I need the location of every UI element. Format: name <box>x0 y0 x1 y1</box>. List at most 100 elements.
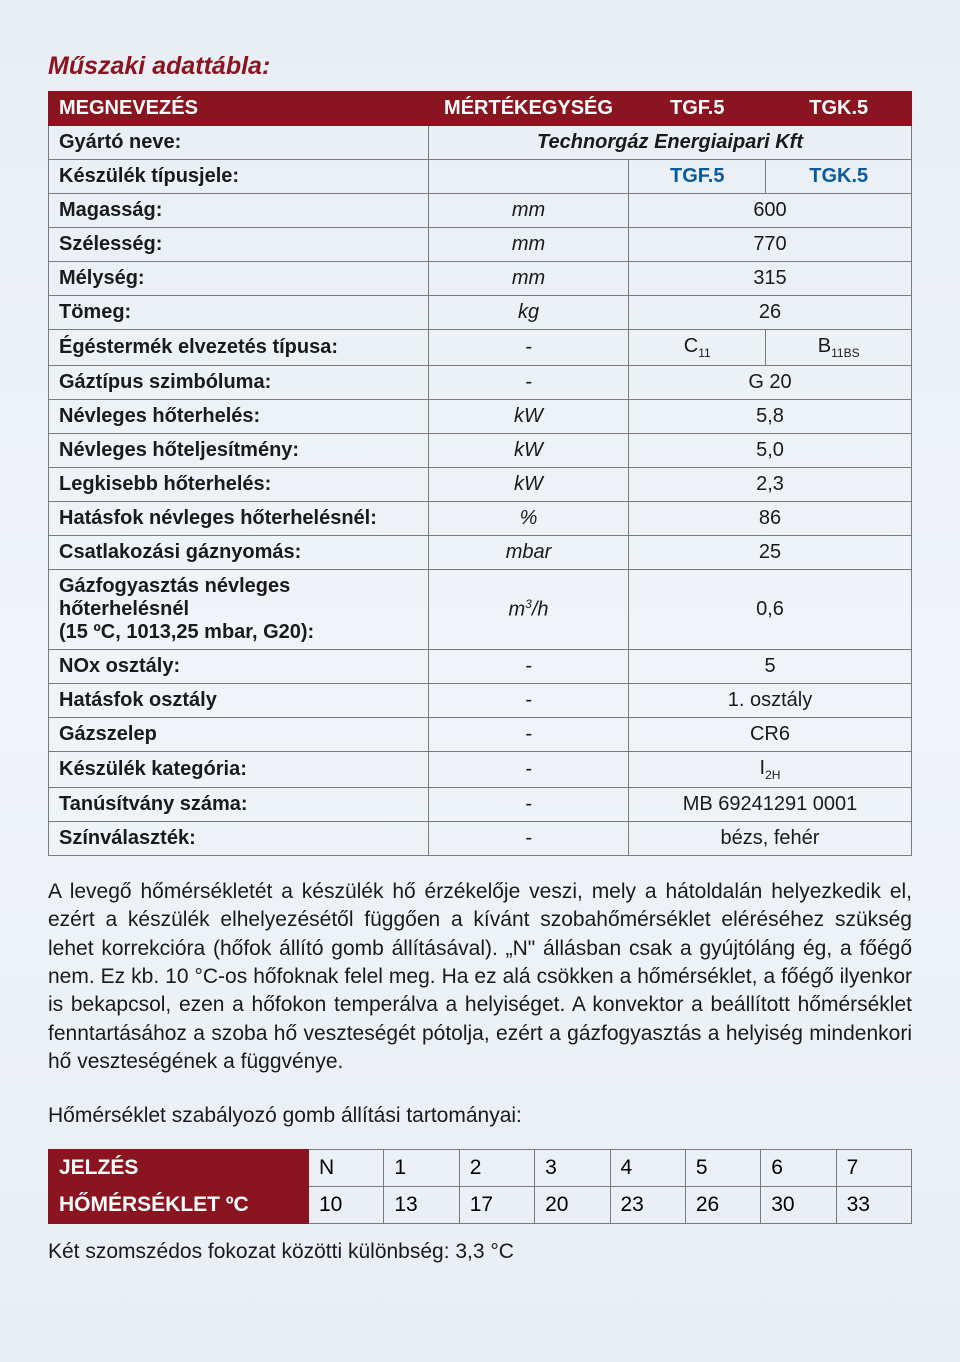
row-value: 600 <box>629 194 912 228</box>
gascons-line2: (15 ºC, 1013,25 mbar, G20): <box>59 621 314 643</box>
table-row: Mélység: mm 315 <box>49 262 912 296</box>
temp-cell: 33 <box>836 1187 911 1224</box>
row-unit <box>429 160 629 194</box>
table-row: Tömeg: kg 26 <box>49 296 912 330</box>
row-unit: - <box>429 684 629 718</box>
mark-cell: 5 <box>685 1150 760 1187</box>
table-row: Névleges hőteljesítmény: kW 5,0 <box>49 434 912 468</box>
row-value: 5 <box>629 650 912 684</box>
table-row: Színválaszték: - bézs, fehér <box>49 822 912 856</box>
table-row: Hatásfok osztály - 1. osztály <box>49 684 912 718</box>
table-header-row: MEGNEVEZÉS MÉRTÉKEGYSÉG TGF.5 TGK.5 <box>49 92 912 126</box>
typecode-tgf: TGF.5 <box>629 160 766 194</box>
row-label: Színválaszték: <box>49 822 429 856</box>
temp-row2-label: HŐMÉRSÉKLET ºC <box>49 1187 309 1224</box>
row-label: Tömeg: <box>49 296 429 330</box>
temp-subheading: Hőmérséklet szabályozó gomb állítási tar… <box>48 1104 912 1128</box>
row-value: 25 <box>629 536 912 570</box>
row-label: Legkisebb hőterhelés: <box>49 468 429 502</box>
table-row: Csatlakozási gáznyomás: mbar 25 <box>49 536 912 570</box>
row-value: 1. osztály <box>629 684 912 718</box>
row-label: Csatlakozási gáznyomás: <box>49 536 429 570</box>
table-row: Gáztípus szimbóluma: - G 20 <box>49 366 912 400</box>
table-row: Hatásfok névleges hőterhelésnél: % 86 <box>49 502 912 536</box>
row-label: Gázszelep <box>49 718 429 752</box>
mark-cell: 7 <box>836 1150 911 1187</box>
temp-cell: 20 <box>535 1187 610 1224</box>
row-label: Hatásfok osztály <box>49 684 429 718</box>
mark-cell: 3 <box>535 1150 610 1187</box>
table-row: Tanúsítvány száma: - MB 69241291 0001 <box>49 788 912 822</box>
table-row: Készülék kategória: - I2H <box>49 752 912 788</box>
row-label: Gázfogyasztás névleges hőterhelésnél (15… <box>49 570 429 650</box>
row-unit: kW <box>429 400 629 434</box>
row-label: Hatásfok névleges hőterhelésnél: <box>49 502 429 536</box>
footnote: Két szomszédos fokozat közötti különbség… <box>48 1240 912 1264</box>
row-label: NOx osztály: <box>49 650 429 684</box>
flue-tgk: B11BS <box>766 330 912 366</box>
spec-table: MEGNEVEZÉS MÉRTÉKEGYSÉG TGF.5 TGK.5 Gyár… <box>48 91 912 856</box>
table-row: Legkisebb hőterhelés: kW 2,3 <box>49 468 912 502</box>
row-value: 0,6 <box>629 570 912 650</box>
table-row: NOx osztály: - 5 <box>49 650 912 684</box>
temp-cell: 17 <box>459 1187 534 1224</box>
row-unit: m3/h <box>429 570 629 650</box>
row-value: 26 <box>629 296 912 330</box>
row-label: Névleges hőterhelés: <box>49 400 429 434</box>
row-label: Mélység: <box>49 262 429 296</box>
gascons-line1: Gázfogyasztás névleges hőterhelésnél <box>59 575 290 620</box>
row-value: 5,8 <box>629 400 912 434</box>
mark-cell: 4 <box>610 1150 685 1187</box>
mark-cell: N <box>309 1150 384 1187</box>
table-row: Gázfogyasztás névleges hőterhelésnél (15… <box>49 570 912 650</box>
flue-tgf: C11 <box>629 330 766 366</box>
row-label: Szélesség: <box>49 228 429 262</box>
row-value: 5,0 <box>629 434 912 468</box>
row-unit: - <box>429 822 629 856</box>
row-value: G 20 <box>629 366 912 400</box>
row-value: bézs, fehér <box>629 822 912 856</box>
temp-cell: 30 <box>761 1187 836 1224</box>
row-value: I2H <box>629 752 912 788</box>
table-row: Készülék típusjele: TGF.5 TGK.5 <box>49 160 912 194</box>
row-unit: % <box>429 502 629 536</box>
row-value: 315 <box>629 262 912 296</box>
table-row: Gyártó neve: Technorgáz Energiaipari Kft <box>49 126 912 160</box>
row-unit: - <box>429 752 629 788</box>
col-tgf: TGF.5 <box>629 92 766 126</box>
row-unit: mm <box>429 228 629 262</box>
temp-row-marks: JELZÉS N 1 2 3 4 5 6 7 <box>49 1150 912 1187</box>
row-unit: - <box>429 330 629 366</box>
description-paragraph: A levegő hőmérsékletét a készülék hő érz… <box>48 878 912 1076</box>
temp-cell: 23 <box>610 1187 685 1224</box>
table-row: Szélesség: mm 770 <box>49 228 912 262</box>
table-row: Égéstermék elvezetés típusa: - C11 B11BS <box>49 330 912 366</box>
row-value: CR6 <box>629 718 912 752</box>
row-value: 770 <box>629 228 912 262</box>
table-row: Magasság: mm 600 <box>49 194 912 228</box>
typecode-tgk: TGK.5 <box>766 160 912 194</box>
temp-cell: 13 <box>384 1187 459 1224</box>
table-row: Névleges hőterhelés: kW 5,8 <box>49 400 912 434</box>
col-tgk: TGK.5 <box>766 92 912 126</box>
mark-cell: 1 <box>384 1150 459 1187</box>
mark-cell: 6 <box>761 1150 836 1187</box>
temp-row1-label: JELZÉS <box>49 1150 309 1187</box>
row-label: Készülék kategória: <box>49 752 429 788</box>
row-unit: kg <box>429 296 629 330</box>
row-label: Névleges hőteljesítmény: <box>49 434 429 468</box>
row-label: Égéstermék elvezetés típusa: <box>49 330 429 366</box>
temp-cell: 10 <box>309 1187 384 1224</box>
manufacturer-value: Technorgáz Energiaipari Kft <box>429 126 912 160</box>
table-row: Gázszelep - CR6 <box>49 718 912 752</box>
row-unit: - <box>429 788 629 822</box>
row-value: 2,3 <box>629 468 912 502</box>
mark-cell: 2 <box>459 1150 534 1187</box>
row-unit: mbar <box>429 536 629 570</box>
row-unit: mm <box>429 194 629 228</box>
row-label: Tanúsítvány száma: <box>49 788 429 822</box>
col-mertekegyseg: MÉRTÉKEGYSÉG <box>429 92 629 126</box>
row-unit: kW <box>429 468 629 502</box>
row-unit: - <box>429 650 629 684</box>
temp-row-values: HŐMÉRSÉKLET ºC 10 13 17 20 23 26 30 33 <box>49 1187 912 1224</box>
